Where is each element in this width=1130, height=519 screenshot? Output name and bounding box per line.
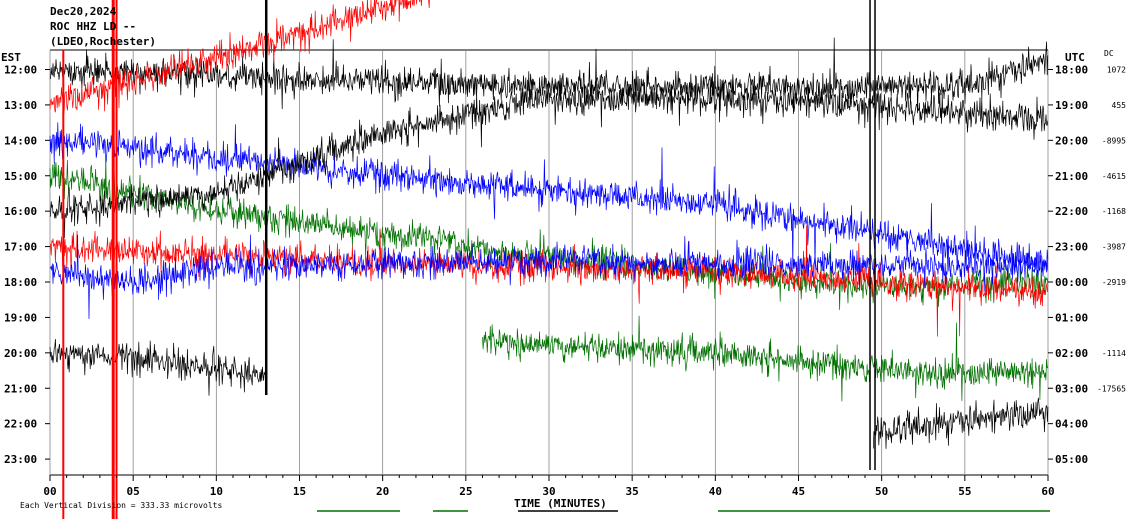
utc-hour-label: 18:00 xyxy=(1055,64,1088,77)
dc-offset-label: -8995 xyxy=(1102,136,1126,145)
local-hour-label: 17:00 xyxy=(4,241,37,254)
local-hour-label: 20:00 xyxy=(4,347,37,360)
dc-offset-label: -3987 xyxy=(1102,243,1126,252)
dc-offset-label: 455 xyxy=(1112,101,1127,110)
dc-offset-label: 1072 xyxy=(1107,66,1126,75)
utc-hour-label: 04:00 xyxy=(1055,418,1088,431)
scale-footer: Each Vertical Division = 333.33 microvol… xyxy=(20,501,222,510)
seismic-trace-row-8-7 xyxy=(49,338,267,396)
left-timezone-label: EST xyxy=(1,51,21,64)
x-tick-label: 20 xyxy=(376,485,389,498)
seismic-trace-row-2-2 xyxy=(49,122,1049,288)
x-tick-label: 25 xyxy=(459,485,472,498)
utc-hour-label: 19:00 xyxy=(1055,99,1088,112)
x-tick-label: 50 xyxy=(875,485,888,498)
local-hour-label: 19:00 xyxy=(4,311,37,324)
dc-offset-label: -1168 xyxy=(1102,207,1126,216)
dc-offset-label: -2919 xyxy=(1102,278,1126,287)
header-network: (LDEO,Rochester) xyxy=(50,35,156,48)
traces xyxy=(49,0,1049,519)
seismic-trace-row-0-0 xyxy=(49,37,1049,123)
utc-hour-label: 22:00 xyxy=(1055,205,1088,218)
seismic-trace-row-6-6 xyxy=(49,225,1049,320)
utc-hour-label: 02:00 xyxy=(1055,347,1088,360)
local-hour-label: 13:00 xyxy=(4,99,37,112)
right-timezone-label: UTC xyxy=(1065,51,1085,64)
x-tick-label: 30 xyxy=(542,485,555,498)
local-hour-label: 21:00 xyxy=(4,382,37,395)
local-hour-label: 18:00 xyxy=(4,276,37,289)
seismic-trace-row-8-8 xyxy=(482,315,1049,402)
local-hour-label: 14:00 xyxy=(4,134,37,147)
local-hour-label: 12:00 xyxy=(4,64,37,77)
local-hour-label: 22:00 xyxy=(4,418,37,431)
x-tick-label: 55 xyxy=(958,485,971,498)
utc-hour-label: 01:00 xyxy=(1055,311,1088,324)
dc-offset-label: -4615 xyxy=(1102,172,1126,181)
x-tick-label: 60 xyxy=(1041,485,1054,498)
x-tick-label: 15 xyxy=(293,485,306,498)
local-hour-label: 16:00 xyxy=(4,205,37,218)
x-tick-label: 00 xyxy=(43,485,56,498)
seismic-trace-row-10-9 xyxy=(872,397,1049,449)
local-hour-label: 23:00 xyxy=(4,453,37,466)
x-tick-label: 05 xyxy=(127,485,140,498)
dc-header: DC xyxy=(1104,49,1114,58)
header-date: Dec20,2024 xyxy=(50,5,117,18)
x-tick-label: 35 xyxy=(626,485,639,498)
x-tick-label: 10 xyxy=(210,485,223,498)
x-axis-label: TIME (MINUTES) xyxy=(514,497,607,510)
utc-hour-label: 05:00 xyxy=(1055,453,1088,466)
marks: 00 05 10 15 20 25 30 35 40 45 50 55 60 12:00 18:00 1072… xyxy=(4,64,1126,512)
x-tick-label: 40 xyxy=(709,485,722,498)
dc-offset-label: -1114 xyxy=(1102,349,1126,358)
header-channel: ROC HHZ LD -- xyxy=(50,20,136,33)
utc-hour-label: 21:00 xyxy=(1055,170,1088,183)
utc-hour-label: 03:00 xyxy=(1055,382,1088,395)
local-hour-label: 15:00 xyxy=(4,170,37,183)
utc-hour-label: 00:00 xyxy=(1055,276,1088,289)
x-tick-label: 45 xyxy=(792,485,805,498)
seismic-trace-row-4-4 xyxy=(49,48,1049,239)
utc-hour-label: 23:00 xyxy=(1055,241,1088,254)
dc-offset-label: -17565 xyxy=(1097,384,1126,393)
utc-hour-label: 20:00 xyxy=(1055,134,1088,147)
